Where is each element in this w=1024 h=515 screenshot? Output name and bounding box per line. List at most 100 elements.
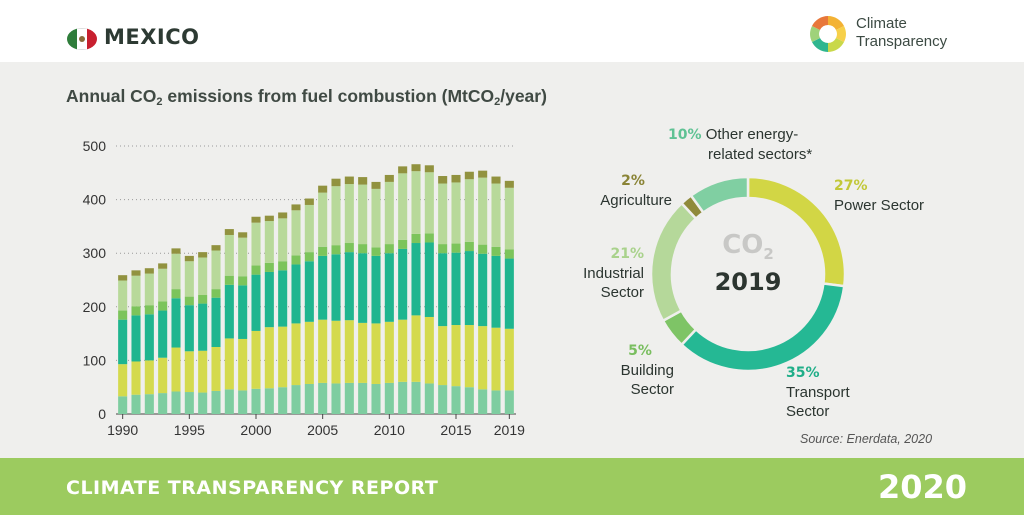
bar-power-1995 [184,351,194,393]
bar-transport-2010 [384,253,394,322]
bar-other-2000 [251,388,261,414]
bar-industrial-2014 [438,183,448,245]
label-other: 10% Other energy- related sectors* [668,125,812,164]
bar-building-2012 [411,233,421,244]
label-transport: 35% Transport Sector [776,364,850,421]
donut-chart [649,175,847,373]
label-agriculture-line1: Agriculture [600,192,672,209]
chart-title-part1: Annual CO [66,86,157,106]
source-note: Source: Enerdata, 2020 [800,432,933,446]
label-transport-line2: Sector [786,403,830,420]
bar-transport-2003 [291,264,301,324]
bar-building-2017 [478,244,488,254]
bar-transport-1996 [198,303,208,351]
chart-title-part3: /year) [500,86,547,106]
bar-power-2014 [438,326,448,386]
bar-other-1995 [184,392,194,414]
bar-building-1999 [238,276,248,286]
bar-other-1993 [158,393,168,414]
bar-industrial-2017 [478,177,488,245]
bar-power-2017 [478,326,488,390]
bar-building-2007 [344,243,354,253]
bar-other-1999 [238,390,248,414]
bar-agriculture-1995 [184,255,194,262]
bar-power-2006 [331,320,341,384]
bar-power-2000 [251,330,261,389]
bar-building-2011 [398,239,408,249]
bar-other-2003 [291,385,301,414]
bar-agriculture-1990 [118,275,128,281]
bar-transport-1999 [238,285,248,339]
y-tick-label: 0 [98,406,106,422]
bar-other-1994 [171,391,181,414]
label-power: 27% Power Sector [812,177,924,215]
chart-title-sub1: 2 [156,96,163,108]
bar-agriculture-2019 [504,180,514,188]
bar-industrial-2008 [358,184,368,245]
bar-power-2004 [304,321,314,384]
bar-building-2002 [278,261,288,271]
chart-title-part2: emissions from fuel combustion (MtCO [162,86,495,106]
bar-agriculture-1994 [171,248,181,254]
bar-other-2002 [278,387,288,414]
bar-agriculture-2013 [424,165,434,173]
bar-building-2005 [318,246,328,256]
bar-industrial-2002 [278,218,288,262]
bar-transport-1992 [144,314,154,361]
bar-building-1995 [184,296,194,306]
bar-industrial-2019 [504,187,514,250]
bar-building-2019 [504,249,514,259]
bar-agriculture-2002 [278,212,288,219]
x-tick-label: 1995 [174,422,205,438]
header: MEXICO Climate Transparency [0,0,1024,62]
label-building-line2: Sector [630,381,674,398]
label-power-pct: 27% [834,178,868,194]
bar-transport-2017 [478,253,488,327]
label-transport-pct: 35% [786,365,820,381]
bar-other-1992 [144,394,154,414]
label-industrial-line2: Sector [600,284,644,301]
bar-transport-2014 [438,253,448,327]
bar-other-2010 [384,382,394,414]
footer: CLIMATE TRANSPARENCY REPORT 2020 [0,458,1024,515]
bar-other-1996 [198,392,208,414]
chart-title-sub2: 2 [494,96,501,108]
bar-other-2018 [491,390,501,414]
y-tick-label: 400 [83,192,107,208]
bar-building-2004 [304,252,314,262]
bar-power-1996 [198,350,208,393]
bar-industrial-2012 [411,171,421,234]
bar-industrial-1994 [171,253,181,290]
bar-building-2014 [438,244,448,254]
y-tick-label: 300 [83,245,107,261]
bar-agriculture-1998 [224,229,234,235]
bar-industrial-1999 [238,237,248,277]
bar-other-1991 [131,394,141,414]
bar-power-1992 [144,360,154,395]
bar-power-1990 [118,364,128,397]
bar-other-1997 [211,390,221,414]
bar-industrial-1990 [118,280,128,311]
bar-industrial-2015 [451,182,461,244]
bar-other-2009 [371,383,381,414]
bar-power-2005 [318,319,328,383]
bar-building-2015 [451,243,461,253]
logo-text-line1: Climate [856,15,907,32]
bar-agriculture-2007 [344,176,354,185]
bar-industrial-1998 [224,234,234,276]
bar-other-1998 [224,389,234,414]
label-building: 5% Building Sector [590,342,674,399]
bar-building-1992 [144,305,154,315]
bar-power-1993 [158,357,168,394]
bar-other-2014 [438,385,448,414]
bar-agriculture-2004 [304,198,314,205]
label-industrial: 21% Industrial Sector [560,245,644,302]
bar-building-2010 [384,244,394,254]
donut-center-year: 2019 [714,268,782,296]
bar-building-1994 [171,289,181,299]
x-tick-label: 2000 [240,422,271,438]
bar-transport-1990 [118,319,128,365]
bar-building-2016 [464,241,474,252]
bar-industrial-2016 [464,179,474,242]
bar-agriculture-2010 [384,174,394,182]
